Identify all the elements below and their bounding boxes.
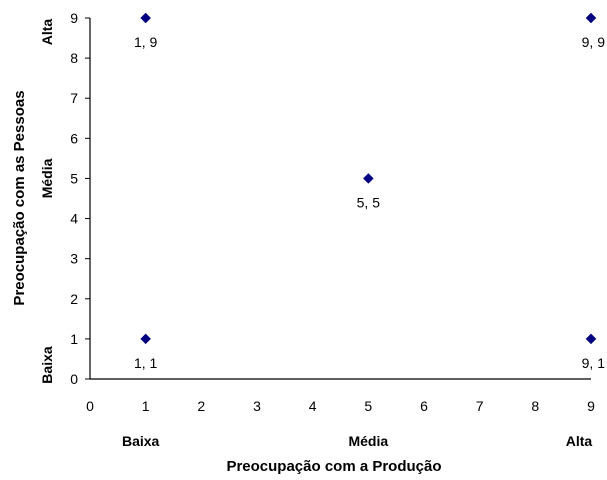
y-category-labels: Baixa Média Alta (39, 19, 55, 384)
data-point-label: 9, 9 (582, 34, 606, 50)
x-axis-title: Preocupação com a Produção (226, 458, 441, 475)
x-axis-ticks: 0 1 2 3 4 5 6 7 8 9 (86, 398, 595, 414)
data-point-marker (585, 12, 597, 24)
y-axis-ticks: 0 1 2 3 4 5 6 7 8 9 (70, 10, 90, 387)
x-category-label: Alta (566, 433, 593, 449)
y-tick-label: 9 (70, 10, 78, 26)
x-tick-label: 1 (142, 398, 150, 414)
y-tick-label: 5 (70, 170, 78, 186)
data-point-marker (140, 333, 152, 345)
x-category-labels: Baixa Média Alta (122, 433, 592, 449)
x-tick-label: 8 (531, 398, 539, 414)
x-tick-label: 3 (253, 398, 261, 414)
x-tick-label: 0 (86, 398, 94, 414)
y-tick-label: 8 (70, 50, 78, 66)
x-tick-label: 2 (197, 398, 205, 414)
data-point-label: 1, 1 (134, 355, 158, 371)
y-tick-label: 0 (70, 371, 78, 387)
x-tick-label: 6 (420, 398, 428, 414)
x-tick-label: 9 (587, 398, 595, 414)
data-point-label: 5, 5 (357, 194, 381, 210)
data-points: 1, 9 9, 9 5, 5 1, 1 9, 1 (134, 12, 606, 371)
x-category-label: Baixa (122, 433, 160, 449)
x-tick-label: 7 (476, 398, 484, 414)
y-category-label: Média (39, 158, 55, 198)
x-tick-label: 4 (309, 398, 317, 414)
y-tick-label: 7 (70, 90, 78, 106)
y-tick-label: 4 (70, 211, 78, 227)
y-category-label: Baixa (39, 346, 55, 384)
y-category-label: Alta (39, 19, 55, 46)
data-point-marker (585, 333, 597, 345)
y-tick-label: 1 (70, 331, 78, 347)
data-point-marker (362, 173, 374, 184)
x-tick-label: 5 (364, 398, 372, 414)
y-tick-label: 6 (70, 130, 78, 146)
data-point-label: 9, 1 (582, 355, 606, 371)
data-point-label: 1, 9 (134, 34, 158, 50)
x-category-label: Média (348, 433, 388, 449)
data-point-marker (140, 12, 152, 24)
y-tick-label: 3 (70, 251, 78, 267)
y-tick-label: 2 (70, 291, 78, 307)
y-axis-title: Preocupação com as Pessoas (11, 90, 28, 305)
